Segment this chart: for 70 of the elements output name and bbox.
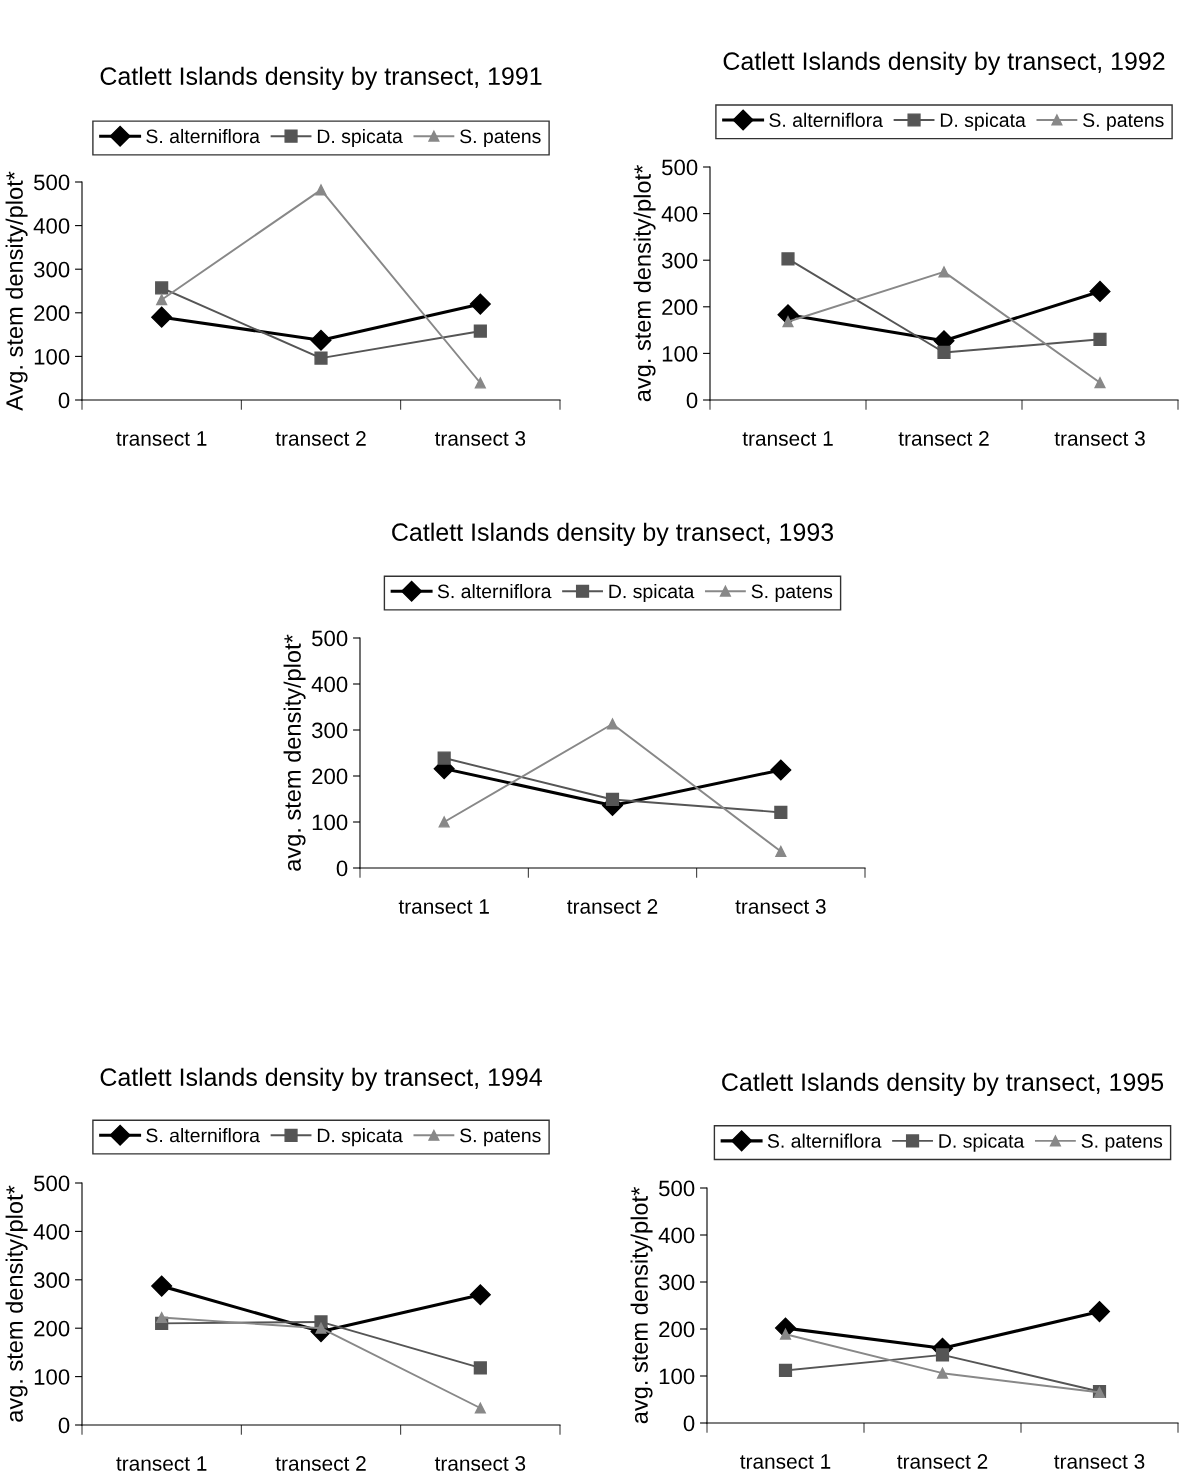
x-tick-label: transect 2: [275, 1456, 366, 1471]
x-tick-label: transect 1: [742, 431, 833, 446]
y-tick-label: 300: [33, 261, 70, 278]
x-tick-label: transect 2: [897, 1454, 988, 1469]
y-tick-label: 100: [312, 814, 348, 831]
y-tick-label: 0: [58, 392, 70, 409]
x-tick-label: transect 2: [567, 899, 658, 914]
y-tick-label: 200: [34, 1320, 70, 1337]
x-tick-label: transect 3: [1054, 1454, 1145, 1469]
y-tick-label: 300: [33, 1272, 70, 1289]
y-tick-label: 200: [34, 305, 70, 322]
y-tick-label: 400: [658, 1227, 695, 1244]
chart-title: Catlett Islands density by transect, 1994: [100, 1067, 542, 1091]
y-tick-label: 0: [336, 860, 348, 877]
y-tick-label: 400: [661, 206, 698, 222]
legend-label: D. spicata: [940, 112, 1026, 131]
legend-label: S. alterniflora: [769, 112, 883, 128]
y-tick-label: 100: [34, 348, 70, 365]
legend-label: S. alterniflora: [146, 1128, 260, 1143]
y-tick-label: 400: [33, 1223, 70, 1240]
y-tick-label: 200: [312, 768, 348, 785]
y-tick-label: 0: [683, 1415, 695, 1432]
x-tick-label: transect 1: [740, 1454, 831, 1469]
y-tick-label: 400: [33, 218, 70, 234]
legend-label: D. spicata: [317, 1128, 403, 1147]
y-tick-label: 400: [311, 676, 348, 693]
x-tick-label: transect 1: [398, 899, 489, 914]
y-tick-label: 100: [662, 345, 698, 362]
legend-label: S. patens: [1083, 113, 1164, 131]
y-tick-label: 200: [659, 1321, 695, 1338]
y-tick-label: 100: [34, 1369, 70, 1385]
y-tick-label: 0: [686, 392, 698, 409]
x-tick-label: transect 3: [1054, 431, 1145, 446]
y-tick-label: 500: [312, 630, 348, 647]
legend-label: S. alterniflora: [767, 1133, 882, 1148]
y-axis-title: avg. stem density/plot*: [633, 165, 656, 402]
x-tick-label: transect 1: [116, 1456, 207, 1471]
y-tick-label: 0: [58, 1417, 70, 1434]
y-tick-label: 500: [34, 174, 70, 191]
y-tick-label: 500: [34, 1175, 70, 1192]
chart-title: Catlett Islands density by transect, 1992: [723, 51, 1165, 75]
legend-label: S. patens: [460, 129, 541, 148]
x-tick-label: transect 1: [116, 431, 207, 446]
y-tick-label: 100: [659, 1368, 695, 1385]
y-axis-title: Avg. stem density/plot*: [5, 171, 28, 411]
y-axis-title: avg. stem density/plot*: [283, 634, 306, 871]
y-tick-label: 300: [311, 722, 348, 739]
legend-label: D. spicata: [939, 1133, 1025, 1152]
y-tick-label: 300: [661, 252, 698, 269]
chart-title: Catlett Islands density by transect, 1993: [392, 522, 834, 546]
x-tick-label: transect 3: [434, 431, 526, 446]
x-tick-label: transect 2: [898, 431, 989, 446]
chart-title: Catlett Islands density by transect, 1991: [100, 66, 542, 90]
legend-label: S. patens: [751, 584, 833, 603]
x-tick-label: transect 3: [434, 1456, 526, 1471]
legend-label: S. alterniflora: [437, 583, 552, 599]
legend-label: S. patens: [460, 1128, 541, 1147]
x-tick-label: transect 2: [275, 431, 366, 446]
legend-label: S. patens: [1081, 1134, 1163, 1152]
legend-label: S. alterniflora: [146, 128, 260, 144]
chart-title: Catlett Islands density by transect, 1995: [722, 1072, 1164, 1096]
y-tick-label: 300: [658, 1274, 695, 1291]
legend-label: D. spicata: [609, 583, 695, 603]
y-axis-title: avg. stem density/plot*: [630, 1187, 653, 1424]
y-tick-label: 500: [662, 159, 698, 176]
y-axis-title: avg. stem density/plot*: [5, 1185, 28, 1422]
y-tick-label: 500: [659, 1180, 695, 1197]
x-tick-label: transect 3: [735, 899, 826, 914]
y-tick-label: 200: [662, 299, 698, 316]
legend-label: D. spicata: [317, 128, 403, 148]
